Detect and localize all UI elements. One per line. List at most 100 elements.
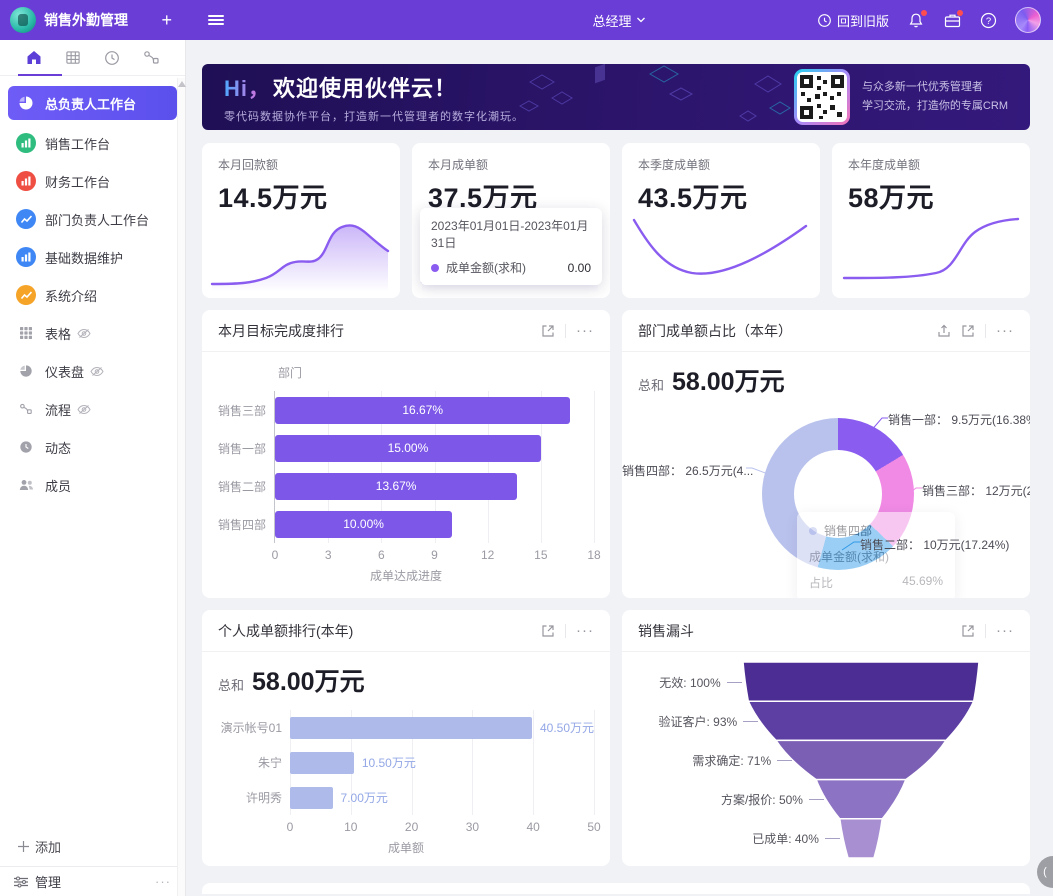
export-icon[interactable]: [937, 324, 951, 338]
sidebar: 总负责人工作台 销售工作台 财务工作台 部门负责人工作台: [0, 40, 186, 896]
sidebar-manage-button[interactable]: 管理 ···: [0, 866, 185, 896]
sidebar-item-sales-workspace[interactable]: 销售工作台: [8, 128, 177, 158]
category-label: 销售四部: [218, 517, 267, 532]
tab-workflow[interactable]: [134, 40, 168, 75]
tab-tables[interactable]: [56, 40, 90, 75]
sidebar-item-system-intro[interactable]: 系统介绍: [8, 280, 177, 310]
funnel-stage[interactable]: [838, 818, 884, 859]
briefcase-icon: [944, 14, 960, 27]
help-button[interactable]: ?: [979, 11, 997, 29]
funnel-stage[interactable]: [747, 700, 975, 742]
more-menu-icon[interactable]: ···: [576, 321, 594, 339]
app-logo[interactable]: [10, 7, 36, 33]
funnel-stage[interactable]: [742, 661, 980, 702]
bar[interactable]: 13.67%: [275, 472, 518, 500]
welcome-banner: Hi，欢迎使用伙伴云！ 零代码数据协作平台，打造新一代管理者的数字化潮玩。: [202, 64, 1030, 130]
card-sales-funnel: 销售漏斗 ··· 无效: 100% 验证客户: 93% 需求确定: 71% 方案/报价…: [622, 610, 1030, 866]
sidebar-item-activity[interactable]: 动态: [8, 432, 177, 462]
expand-icon[interactable]: [961, 624, 975, 638]
banner-subtitle: 零代码数据协作平台，打造新一代管理者的数字化潮玩。: [224, 110, 524, 123]
callout-dept1: 销售一部： 9.5万元(16.38%): [888, 413, 1030, 427]
bar[interactable]: [290, 751, 354, 774]
funnel-stage[interactable]: [774, 739, 948, 781]
charts-row-1: 本月目标完成度排行 ··· 部门 销售三部 销售一部 销售二部 销售四部 16.67%…: [202, 310, 1030, 598]
bar-value-label: 7.00万元: [340, 791, 388, 805]
question-icon: ?: [980, 12, 996, 28]
stat-cards-row: 本月回款额 14.5万元 本月成单额 37.5万元 2023年01月01日-20…: [202, 143, 1030, 298]
sidebar-tabs: [0, 40, 185, 76]
sidebar-item-dashboards[interactable]: 仪表盘: [8, 356, 177, 386]
tab-activity[interactable]: [95, 40, 129, 75]
qr-caption: 与众多新一代优秀管理者 学习交流，打造你的专属CRM: [861, 81, 1008, 112]
sidebar-item-tables[interactable]: 表格: [8, 318, 177, 348]
sales-funnel-chart[interactable]: 无效: 100% 验证客户: 93% 需求确定: 71% 方案/报价: 50% 已成单:…: [638, 658, 1014, 864]
funnel-stage-label: 无效: 100%: [659, 674, 742, 691]
bar[interactable]: 15.00%: [275, 434, 541, 462]
bar[interactable]: 10.00%: [275, 510, 453, 538]
manage-more-button[interactable]: ···: [155, 874, 171, 889]
stat-card-yearly-deals[interactable]: 本年度成单额 58万元: [832, 143, 1030, 298]
plot-area[interactable]: 16.67% 15.00% 13.67% 10.00% 0 3 6 9 12 15 18: [272, 391, 601, 562]
svg-text:?: ?: [985, 16, 990, 27]
dept-share-donut-chart: 销售一部： 9.5万元(16.38%) 销售三部： 12万元(20.... 销售…: [622, 398, 1030, 598]
card-title: 本月目标完成度排行: [218, 322, 344, 339]
sidebar-scrollbar[interactable]: [177, 78, 186, 896]
funnel-stage[interactable]: [815, 778, 907, 820]
card-title: 部门成单额占比（本年）: [638, 322, 792, 339]
card-dept-share-donut: 部门成单额占比（本年） ··· 总和 58.00万元: [622, 310, 1030, 598]
plus-icon: [18, 841, 29, 852]
sidebar-item-members[interactable]: 成员: [8, 470, 177, 500]
charts-row-2: 个人成单额排行(本年) ··· 总和 58.00万元 演示帐号01 朱宁 许明秀: [202, 610, 1030, 866]
grid-icon: [16, 323, 36, 343]
notifications-button[interactable]: [907, 10, 927, 29]
stat-card-monthly-deals[interactable]: 本月成单额 37.5万元 2023年01月01日-2023年01月31日 成单金…: [412, 143, 610, 298]
more-menu-icon[interactable]: ···: [996, 321, 1014, 339]
sidebar-item-finance-workspace[interactable]: 财务工作台: [8, 166, 177, 196]
stat-card-quarterly-deals[interactable]: 本季度成单额 43.5万元: [622, 143, 820, 298]
category-axis: 销售三部 销售一部 销售二部 销售四部: [218, 391, 274, 543]
sidebar-add-button[interactable]: 添加: [0, 833, 185, 866]
expand-icon[interactable]: [541, 624, 555, 638]
workbench-button[interactable]: [943, 10, 963, 29]
sidebar-item-dept-manager-workspace[interactable]: 部门负责人工作台: [8, 204, 177, 234]
card-title: 销售漏斗: [638, 622, 694, 639]
dashboard-pie-icon: [16, 361, 36, 381]
expand-icon[interactable]: [961, 324, 975, 338]
role-selector-dropdown[interactable]: 总经理: [592, 11, 645, 30]
sidebar-item-workflows[interactable]: 流程: [8, 394, 177, 424]
add-app-button[interactable]: +: [161, 10, 172, 30]
more-menu-icon[interactable]: ···: [576, 621, 594, 639]
tab-home[interactable]: [17, 40, 51, 75]
plot-area[interactable]: 40.50万元 10.50万元 7.00万元 0 10 20 30 40 50: [287, 710, 601, 834]
notification-badge: [921, 10, 927, 16]
eye-off-icon: [77, 328, 91, 339]
pie-chart-icon: [16, 93, 36, 113]
donut-tooltip: 销售四部 成单金额(求和) 占比 45.69%: [797, 512, 955, 598]
funnel-stage-label: 已成单: 40%: [752, 830, 840, 847]
sidebar-item-chief-workspace[interactable]: 总负责人工作台: [8, 86, 177, 120]
category-label: 朱宁: [257, 756, 282, 770]
dept-progress-bar-chart[interactable]: 部门 销售三部 销售一部 销售二部 销售四部 16.67% 15.00% 13.67% 10…: [218, 366, 601, 583]
personal-rank-bar-chart[interactable]: 演示帐号01 朱宁 许明秀 40.50万元 10.50万元 7.00万元 0 10 20 30…: [202, 698, 610, 866]
category-label: 销售三部: [218, 403, 267, 418]
expand-icon[interactable]: [541, 324, 555, 338]
flow-icon: [144, 51, 159, 64]
collapse-panel-handle[interactable]: (: [1037, 856, 1053, 888]
user-avatar[interactable]: [1015, 7, 1041, 33]
more-menu-icon[interactable]: ···: [996, 621, 1014, 639]
menu-toggle-icon[interactable]: [208, 14, 224, 26]
bar[interactable]: 16.67%: [275, 396, 571, 424]
banner-decoration: [518, 64, 791, 122]
bar[interactable]: [290, 786, 333, 809]
qr-code: [793, 69, 850, 125]
funnel-stage-label: 方案/报价: 50%: [721, 791, 824, 808]
stat-card-monthly-collection[interactable]: 本月回款额 14.5万元: [202, 143, 400, 298]
series-dot: [809, 526, 817, 535]
bar[interactable]: [290, 716, 532, 739]
partial-next-card: [202, 883, 1030, 894]
active-tab-indicator: [18, 74, 62, 76]
sidebar-item-base-data[interactable]: 基础数据维护: [8, 242, 177, 272]
workbench-badge: [957, 10, 963, 16]
category-axis: 演示帐号01 朱宁 许明秀: [218, 710, 290, 815]
back-to-old-version-button[interactable]: 回到旧版: [817, 11, 889, 30]
